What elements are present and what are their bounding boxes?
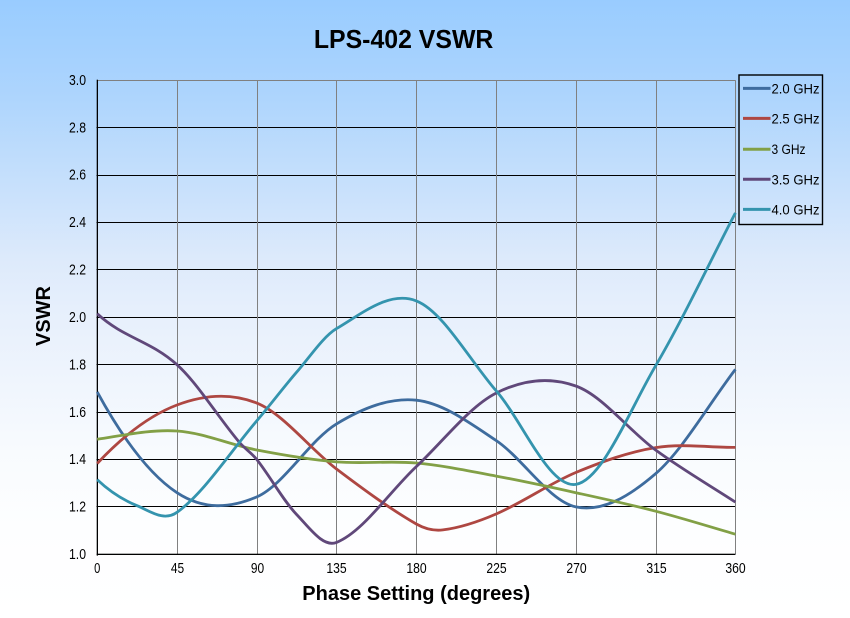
- svg-text:3.5 GHz: 3.5 GHz: [772, 171, 820, 187]
- svg-text:2.8: 2.8: [69, 120, 86, 136]
- svg-text:360: 360: [725, 561, 745, 577]
- svg-text:1.2: 1.2: [69, 500, 86, 516]
- svg-text:1.4: 1.4: [69, 452, 86, 468]
- svg-text:225: 225: [486, 561, 506, 577]
- svg-text:2.6: 2.6: [69, 168, 86, 184]
- svg-text:135: 135: [326, 561, 346, 577]
- svg-text:2.0: 2.0: [69, 310, 86, 326]
- svg-text:90: 90: [251, 561, 264, 577]
- svg-text:2.5 GHz: 2.5 GHz: [772, 110, 820, 126]
- svg-text:1.8: 1.8: [69, 357, 86, 373]
- svg-text:315: 315: [646, 561, 666, 577]
- svg-text:4.0 GHz: 4.0 GHz: [772, 201, 820, 217]
- svg-text:1.6: 1.6: [69, 405, 86, 421]
- svg-text:0: 0: [94, 561, 100, 577]
- svg-text:45: 45: [171, 561, 184, 577]
- svg-text:2.4: 2.4: [69, 215, 86, 231]
- svg-text:3.0: 3.0: [69, 73, 86, 89]
- svg-text:VSWR: VSWR: [33, 285, 55, 346]
- svg-text:1.0: 1.0: [69, 547, 86, 563]
- svg-text:Phase Setting (degrees): Phase Setting (degrees): [302, 583, 530, 605]
- svg-text:2.0 GHz: 2.0 GHz: [772, 80, 820, 96]
- svg-text:2.2: 2.2: [69, 263, 86, 279]
- svg-text:LPS-402 VSWR: LPS-402 VSWR: [314, 24, 494, 54]
- svg-text:3 GHz: 3 GHz: [772, 141, 806, 157]
- svg-text:270: 270: [566, 561, 586, 577]
- svg-text:180: 180: [406, 561, 426, 577]
